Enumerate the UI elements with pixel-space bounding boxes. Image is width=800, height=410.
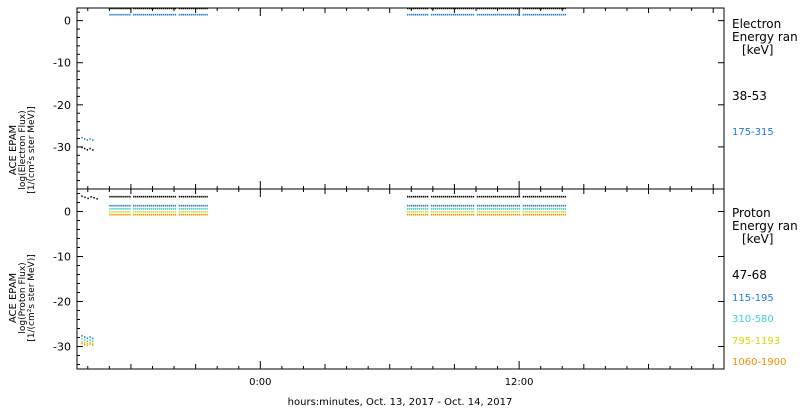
electron-series-38-53-segment-0	[81, 146, 94, 151]
electron-legend-subtitle: Energy ran	[732, 30, 798, 44]
proton-series-1060-1900-segment-0	[81, 342, 94, 347]
x-tick-label: 12:00	[505, 377, 534, 388]
proton-legend-range-310-580: 310-580	[732, 314, 774, 325]
proton-ylabel-line3: [1/(cm²s ster MeV)]	[27, 254, 37, 341]
electron-series-group	[81, 7, 566, 151]
proton-legend-range-47-68: 47-68	[732, 268, 767, 282]
electron-plot-frame	[76, 7, 725, 190]
proton-series-310-580-segment-0	[81, 338, 94, 342]
x-tick-label: 0:00	[249, 377, 271, 388]
proton-series-47-68	[81, 195, 566, 200]
x-axis: 0:00 12:00	[87, 8, 714, 388]
proton-series-1060-1900	[81, 213, 566, 347]
proton-ylabel: ACE EPAM log(Proton Flux) [1/(cm²s ster …	[8, 254, 37, 341]
proton-series-115-195-segment-0	[81, 335, 94, 340]
proton-ylabel-line2: log(Proton Flux)	[18, 262, 28, 333]
proton-legend-range-115-195: 115-195	[732, 293, 774, 304]
proton-series-795-1193	[81, 211, 566, 345]
proton-y-axis: 0 -10 -20 -30	[53, 193, 724, 365]
proton-legend-title: Proton	[732, 206, 771, 220]
proton-series-310-580	[81, 208, 566, 342]
proton-legend-unit: [keV]	[742, 232, 773, 246]
proton-series-115-195	[81, 204, 566, 340]
proton-series-795-1193-segment-0	[81, 340, 94, 345]
electron-y-axis: 0 -10 -20 -30	[53, 11, 724, 190]
electron-series-38-53	[81, 7, 566, 151]
electron-ytick-label: 0	[64, 15, 71, 28]
proton-series-group	[81, 195, 566, 347]
proton-ytick-label: 0	[64, 206, 71, 219]
electron-legend-title: Electron	[732, 17, 781, 31]
electron-ylabel-line2: log(Electron Flux)	[18, 110, 28, 189]
electron-ylabel: ACE EPAM log(Electron Flux) [1/(cm²s ste…	[8, 106, 37, 193]
electron-ylabel-line1: ACE EPAM	[8, 125, 19, 175]
proton-ytick-label: -20	[53, 296, 71, 309]
electron-series-175-315-segment-0	[81, 136, 94, 141]
proton-ylabel-line1: ACE EPAM	[8, 273, 19, 323]
x-axis-title: hours:minutes, Oct. 13, 2017 - Oct. 14, …	[288, 397, 513, 408]
proton-ytick-label: -30	[53, 341, 71, 354]
proton-legend: Proton Energy ran [keV] 47-68 115-195 31…	[732, 206, 798, 368]
proton-legend-range-1060-1900: 1060-1900	[732, 357, 787, 368]
proton-plot-frame	[76, 188, 725, 370]
electron-ylabel-line3: [1/(cm²s ster MeV)]	[27, 106, 37, 193]
electron-series-175-315	[81, 13, 566, 141]
electron-legend-unit: [keV]	[742, 43, 773, 57]
electron-legend: Electron Energy ran [keV] 38-53 175-315	[732, 17, 798, 138]
proton-series-47-68-segment-0	[81, 195, 98, 200]
electron-ytick-label: -10	[53, 57, 71, 70]
electron-ytick-label: -30	[53, 141, 71, 154]
proton-legend-range-795-1193: 795-1193	[732, 336, 780, 347]
electron-legend-range-38-53: 38-53	[732, 89, 767, 103]
proton-legend-subtitle: Energy ran	[732, 219, 798, 233]
electron-legend-range-175-315: 175-315	[732, 127, 774, 138]
proton-ytick-label: -10	[53, 251, 71, 264]
electron-ytick-label: -20	[53, 99, 71, 112]
